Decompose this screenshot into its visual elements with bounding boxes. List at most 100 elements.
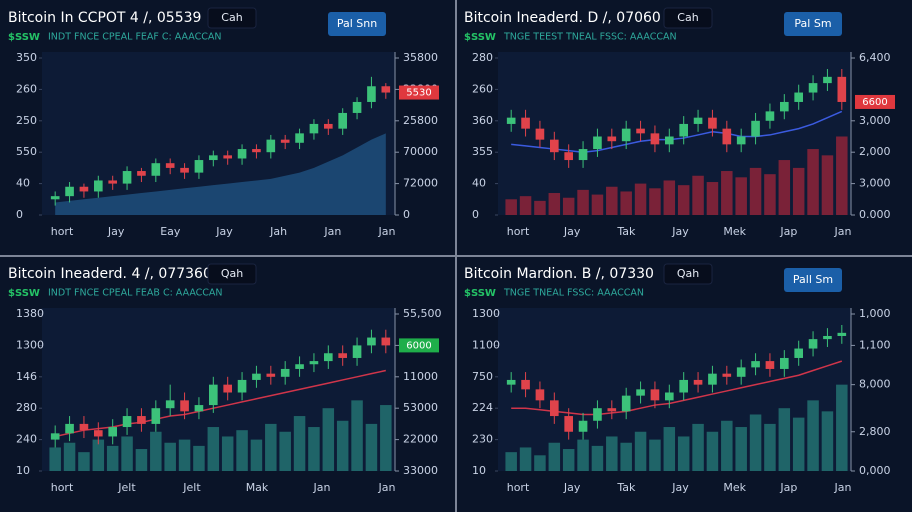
subtitle: INDT FNCE CPEAL FEAF C: AAACCAN [48,32,221,43]
volume-bar [336,420,349,471]
volume-bar [735,427,747,471]
volume-bar [92,439,105,471]
y2-tick-label: 1,000 [859,307,891,320]
x-tick-label: Mek [723,481,746,494]
button-label[interactable]: Pal Sm [794,17,831,30]
volume-bar [63,442,76,471]
candle-body [506,117,516,124]
candle-body [280,139,290,143]
volume-bar [265,423,277,471]
button[interactable] [663,7,713,29]
y2-tick-label: 0 [403,208,410,221]
candle-body [506,379,516,385]
button-label[interactable]: Cah [677,11,698,24]
candle-body [237,379,247,393]
button-label[interactable]: Pall Sm [793,273,833,286]
candle-body [808,83,818,93]
candle-body [65,186,74,197]
candle-body [324,353,333,362]
panel-title: Bitcoin Ineaderd. D /, 07060 [464,10,661,26]
candle-body [535,128,545,140]
candle-body [352,101,362,113]
y-tick-label: 0 [472,208,479,221]
candle-body [252,373,261,380]
button[interactable] [784,12,842,36]
volume-bar [591,194,604,215]
candle-body [151,163,161,176]
candle-body [722,128,732,145]
candle-body [708,373,717,385]
volume-bar [534,455,546,471]
button[interactable] [663,263,713,285]
volume-bar [735,177,747,215]
x-tick-label: Jay [671,225,689,238]
candle-body [122,171,132,184]
y2-tick-label: 55,500 [403,307,442,320]
candle-body [808,339,818,349]
candle-body [223,155,232,159]
y-tick-label: 240 [16,433,37,446]
button[interactable] [207,263,257,285]
chart-panel: Bitcoin In CCPOT 4 /, 05539 Cah Pal Snn $SS… [8,7,439,238]
candle-body [309,361,319,365]
candle-body [564,152,573,161]
volume-bar [778,160,791,215]
candle-body [636,128,645,134]
candle-body [665,392,674,401]
y-tick-label: 250 [16,114,37,127]
volume-bar [519,196,532,215]
candle-body [535,389,545,401]
button[interactable] [207,7,257,29]
candle-body [266,139,276,153]
button[interactable] [328,12,386,36]
candle-body [578,420,588,432]
candle-body [266,373,276,377]
candle-body [736,367,746,377]
moving-average [511,110,843,153]
candle-body [751,120,760,137]
x-tick-label: Mak [246,481,269,494]
candle-body [837,332,847,336]
candle-body [621,128,631,142]
x-tick-label: Jay [563,481,581,494]
moving-average [511,360,843,416]
button-label[interactable]: Cah [221,11,242,24]
candle-body [679,379,688,393]
candle-body [621,395,631,412]
candle-body [765,361,775,369]
volume-bar [749,414,762,471]
candle-body [94,430,103,437]
panel-title: Bitcoin Ineaderd. 4 /, 077360 [8,266,212,282]
candle-body [137,171,146,176]
button-label[interactable]: Pal Snn [337,17,377,30]
candle-body [209,384,218,406]
candle-body [223,384,232,393]
volume-bar [764,423,776,471]
candle-body [237,149,247,159]
volume-bar [577,189,589,215]
price-tag-label: 6000 [406,340,431,351]
button[interactable] [784,268,842,292]
button-label[interactable]: Qah [221,267,243,280]
candle-body [607,136,617,142]
candle-body [94,180,103,192]
x-tick-label: Eay [160,225,181,238]
candle-body [823,76,832,84]
y-tick-label: 550 [16,145,37,158]
candle-body [50,433,60,440]
y-tick-label: 280 [472,51,493,64]
volume-bar [365,423,378,471]
button-label[interactable]: Qah [677,267,699,280]
candle-body [194,405,204,412]
y-tick-label: 10 [472,464,486,477]
ticker: $SSW [8,288,40,299]
volume-bar [649,188,661,215]
volume-bar [279,431,291,471]
candle-body [722,373,732,377]
volume-bar [577,439,589,471]
candle-body [338,112,347,129]
y2-tick-label: 8,000 [859,378,891,391]
candle-body [280,368,290,377]
volume-bar [505,452,517,471]
